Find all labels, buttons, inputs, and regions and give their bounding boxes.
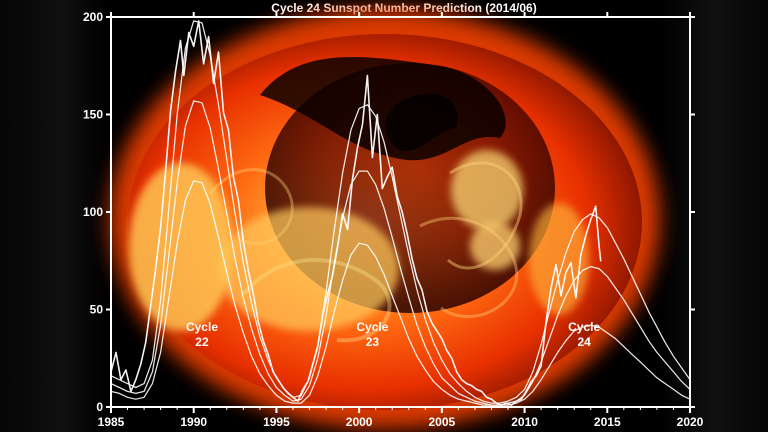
cycle-label-word: Cycle xyxy=(356,320,388,334)
x-tick-label: 2020 xyxy=(677,415,704,429)
x-tick-label: 1995 xyxy=(263,415,290,429)
bright-region-left xyxy=(129,163,233,331)
cycle-label-number: 23 xyxy=(366,335,380,349)
bright-region-lower-right xyxy=(470,222,520,270)
prediction-envelope-line xyxy=(110,20,691,404)
cycle-label-number: 22 xyxy=(195,335,209,349)
y-tick-label: 100 xyxy=(83,205,103,219)
chart-layer: 0 50 100 150 200 1985 1990 1995 2000 2005 2010 2015… xyxy=(83,10,704,429)
x-tick-label: 2010 xyxy=(511,415,538,429)
x-tick-label: 2005 xyxy=(429,415,456,429)
bright-region-center xyxy=(219,207,399,331)
sun-image xyxy=(110,9,660,429)
cycle-label-number: 24 xyxy=(577,335,591,349)
magnetic-loop-3 xyxy=(242,258,392,343)
y-tick-label: 50 xyxy=(90,303,104,317)
y-tick-label: 200 xyxy=(83,10,103,24)
x-tick-label: 1985 xyxy=(98,415,125,429)
coronal-hole-top xyxy=(260,57,506,161)
bright-region-right xyxy=(451,150,523,230)
prediction-envelope-line xyxy=(110,180,691,406)
cycle-label-word: Cycle xyxy=(186,320,218,334)
chart-title: Cycle 24 Sunspot Number Prediction (2014… xyxy=(271,1,537,15)
x-tick-label: 2015 xyxy=(594,415,621,429)
y-tick-label: 0 xyxy=(96,400,103,414)
x-tick-label: 2000 xyxy=(346,415,373,429)
x-tick-label: 1990 xyxy=(180,415,207,429)
magnetic-loop-4 xyxy=(208,168,294,245)
cycle-label-word: Cycle xyxy=(568,320,600,334)
y-tick-label: 150 xyxy=(83,108,103,122)
magnetic-loop-2 xyxy=(419,216,519,319)
coronal-hole-center xyxy=(385,93,458,152)
prediction-envelope-line xyxy=(110,100,691,406)
magnetic-loop-1 xyxy=(447,161,523,270)
